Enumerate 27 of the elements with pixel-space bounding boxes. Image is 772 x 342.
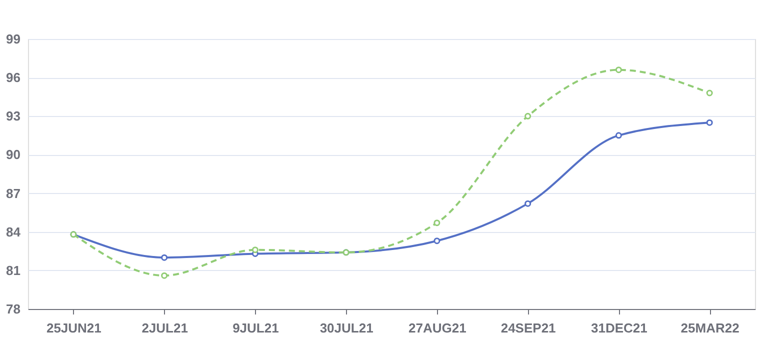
point <box>161 272 168 279</box>
y-tick-label: 96 <box>6 70 20 86</box>
x-tick-label: 30JUL21 <box>320 320 374 336</box>
x-tick-label: 31DEC21 <box>591 320 648 336</box>
y-tick-label: 99 <box>6 32 20 46</box>
y-tick-label: 81 <box>6 262 20 278</box>
x-tick-label: 2JUL21 <box>142 320 188 336</box>
x-tick-label: 25JUN21 <box>46 320 102 336</box>
point <box>615 66 622 74</box>
point <box>161 254 168 261</box>
point <box>252 246 258 254</box>
y-tick-label: 87 <box>6 186 20 201</box>
point <box>434 238 440 244</box>
point <box>706 119 713 126</box>
y-tick-label: 90 <box>6 147 20 162</box>
x-tick-label: 24SEP21 <box>500 320 556 336</box>
point <box>524 200 532 207</box>
x-tick-label: 27AUG21 <box>408 320 466 336</box>
y-tick-label: 93 <box>6 108 20 124</box>
point <box>615 132 622 139</box>
point <box>434 220 440 226</box>
point <box>706 90 713 96</box>
y-tick-label: 78 <box>6 302 20 316</box>
x-tick-label: 25MAR22 <box>680 320 740 336</box>
point <box>524 112 532 120</box>
x-tick-label: 9JUL21 <box>232 320 279 336</box>
y-tick-label: 84 <box>6 224 22 240</box>
